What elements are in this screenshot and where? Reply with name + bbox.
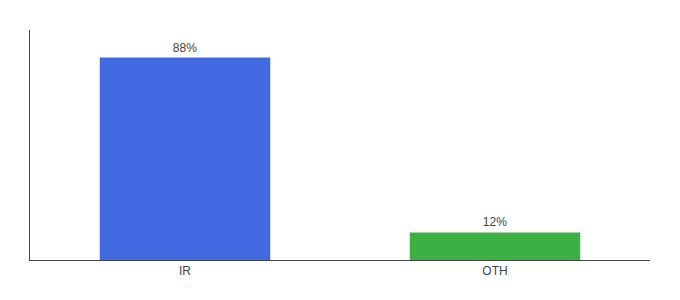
svg-text:IR: IR [179, 264, 191, 278]
svg-text:12%: 12% [483, 215, 507, 229]
svg-text:OTH: OTH [482, 264, 507, 278]
svg-text:88%: 88% [173, 41, 197, 55]
